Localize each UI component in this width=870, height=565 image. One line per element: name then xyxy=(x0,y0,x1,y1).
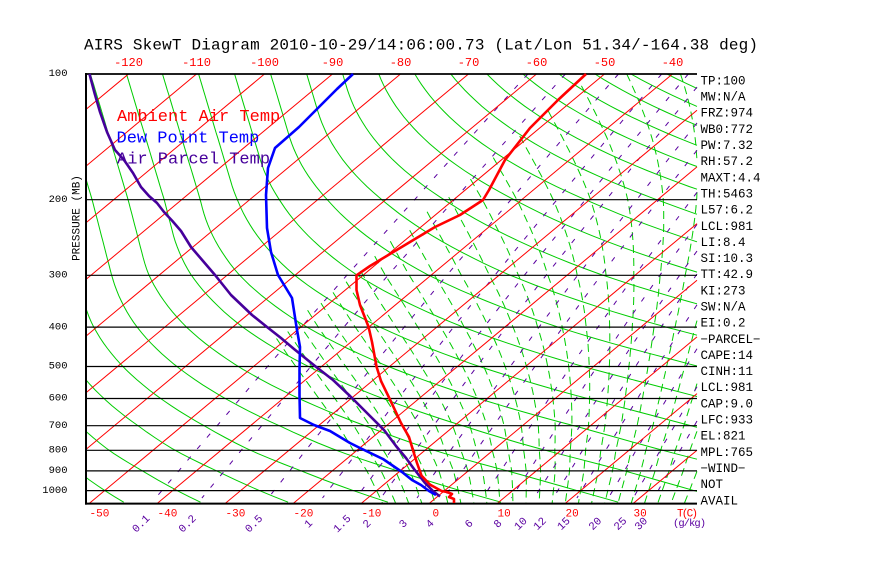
svg-text:MAXT:4.4: MAXT:4.4 xyxy=(701,171,761,185)
svg-text:RH:57.2: RH:57.2 xyxy=(701,155,754,169)
svg-text:SI:10.3: SI:10.3 xyxy=(701,252,754,266)
svg-text:L57:6.2: L57:6.2 xyxy=(701,204,754,218)
svg-text:PRESSURE (MB): PRESSURE (MB) xyxy=(72,175,84,261)
svg-text:1000: 1000 xyxy=(42,485,67,497)
svg-text:500: 500 xyxy=(49,361,68,373)
svg-text:900: 900 xyxy=(49,465,68,477)
svg-text:AIRS SkewT Diagram 2010-10-29/: AIRS SkewT Diagram 2010-10-29/14:06:00.7… xyxy=(84,37,758,55)
svg-text:100: 100 xyxy=(49,68,68,80)
svg-text:-10: -10 xyxy=(362,509,382,521)
svg-text:EL:821: EL:821 xyxy=(701,430,746,444)
svg-text:Air Parcel Temp: Air Parcel Temp xyxy=(117,151,270,170)
svg-text:SW:N/A: SW:N/A xyxy=(701,301,747,315)
svg-text:-120: -120 xyxy=(114,56,143,70)
svg-text:-80: -80 xyxy=(390,56,412,70)
svg-text:LI:8.4: LI:8.4 xyxy=(701,236,746,250)
svg-text:FRZ:974: FRZ:974 xyxy=(701,107,754,121)
svg-text:−PARCEL−: −PARCEL− xyxy=(701,333,761,347)
svg-text:WB0:772: WB0:772 xyxy=(701,123,754,137)
svg-text:400: 400 xyxy=(49,321,68,333)
svg-text:-50: -50 xyxy=(594,56,616,70)
svg-text:-30: -30 xyxy=(226,509,246,521)
svg-text:TH:5463: TH:5463 xyxy=(701,188,754,202)
svg-text:Dew Point Temp: Dew Point Temp xyxy=(117,130,260,149)
svg-text:(g/kg): (g/kg) xyxy=(673,518,706,530)
svg-text:MW:N/A: MW:N/A xyxy=(701,91,747,105)
svg-text:LCL:981: LCL:981 xyxy=(701,220,754,234)
svg-text:TT:42.9: TT:42.9 xyxy=(701,268,754,282)
svg-text:-60: -60 xyxy=(526,56,548,70)
svg-text:-100: -100 xyxy=(250,56,279,70)
svg-text:0: 0 xyxy=(433,509,440,521)
svg-text:-50: -50 xyxy=(90,509,110,521)
svg-text:-90: -90 xyxy=(322,56,344,70)
svg-text:700: 700 xyxy=(49,420,68,432)
svg-text:CAPE:14: CAPE:14 xyxy=(701,349,754,363)
svg-text:600: 600 xyxy=(49,393,68,405)
svg-text:-70: -70 xyxy=(458,56,480,70)
svg-text:30: 30 xyxy=(634,509,647,521)
svg-text:-40: -40 xyxy=(662,56,684,70)
svg-text:−WIND−: −WIND− xyxy=(701,462,746,476)
svg-text:-40: -40 xyxy=(158,509,178,521)
svg-text:800: 800 xyxy=(49,445,68,457)
svg-text:EI:0.2: EI:0.2 xyxy=(701,317,746,331)
svg-text:-20: -20 xyxy=(294,509,314,521)
svg-text:AVAIL: AVAIL xyxy=(701,494,739,508)
svg-text:CAP:9.0: CAP:9.0 xyxy=(701,397,754,411)
svg-text:20: 20 xyxy=(566,509,579,521)
svg-text:NOT: NOT xyxy=(701,478,724,492)
svg-text:LFC:933: LFC:933 xyxy=(701,414,754,428)
svg-text:KI:273: KI:273 xyxy=(701,284,746,298)
svg-text:MPL:765: MPL:765 xyxy=(701,446,754,460)
svg-text:CINH:11: CINH:11 xyxy=(701,365,754,379)
svg-text:LCL:981: LCL:981 xyxy=(701,381,754,395)
svg-text:TP:100: TP:100 xyxy=(701,74,746,88)
svg-text:PW:7.32: PW:7.32 xyxy=(701,139,754,153)
svg-text:-110: -110 xyxy=(182,56,211,70)
svg-text:Ambient Air Temp: Ambient Air Temp xyxy=(117,108,280,127)
svg-text:10: 10 xyxy=(498,509,511,521)
svg-text:200: 200 xyxy=(49,194,68,206)
svg-text:T(C): T(C) xyxy=(677,509,698,521)
svg-text:300: 300 xyxy=(49,270,68,282)
